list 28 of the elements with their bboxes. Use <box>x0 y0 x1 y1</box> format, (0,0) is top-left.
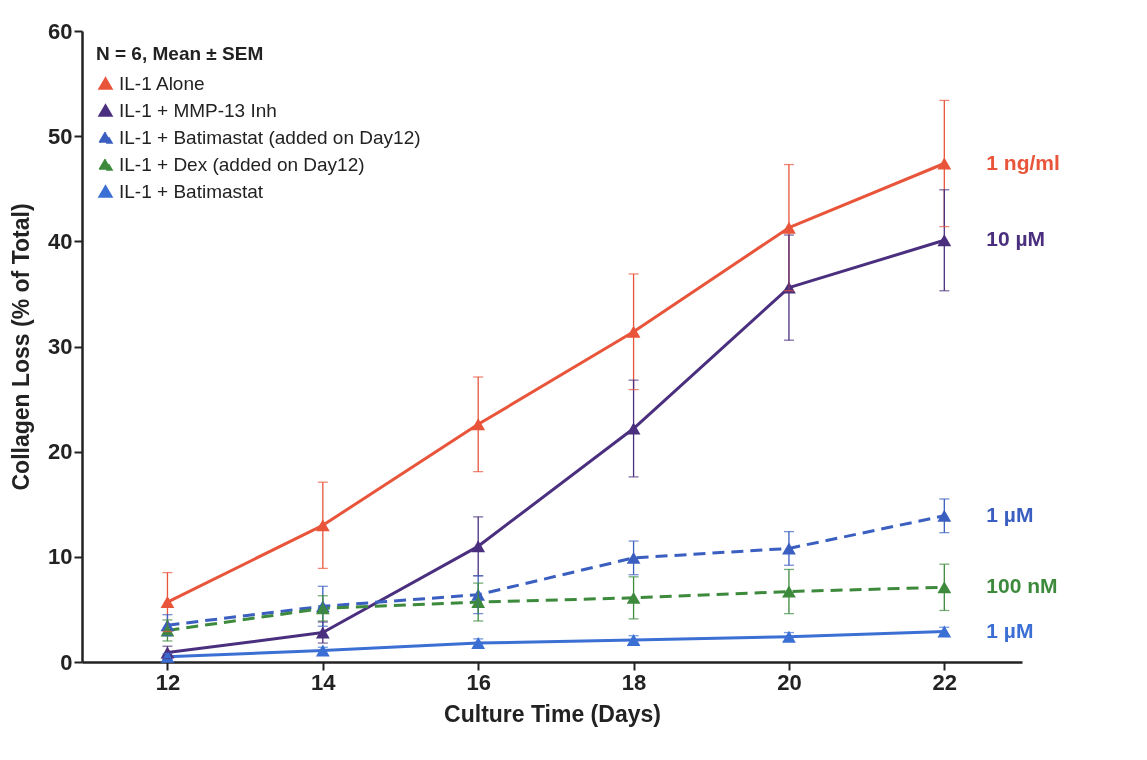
legend-title: N = 6, Mean ± SEM <box>96 43 264 64</box>
legend-label: IL-1 + Batimastat (added on Day12) <box>119 126 421 148</box>
x-tick-label: 16 <box>466 669 491 695</box>
x-tick-label: 12 <box>155 669 181 695</box>
x-tick-label: 20 <box>777 669 802 695</box>
legend-label: IL-1 + Batimastat <box>119 180 264 202</box>
y-tick-label: 50 <box>48 123 73 149</box>
y-axis-title: Collagen Loss (% of Total) <box>8 203 35 491</box>
legend-label: IL-1 + Dex (added on Day12) <box>119 153 365 175</box>
y-tick-label: 0 <box>60 649 73 675</box>
point <box>315 626 330 639</box>
y-tick-label: 20 <box>48 439 73 465</box>
x-tick-label: 18 <box>621 669 647 695</box>
annotation: 10 µM <box>986 227 1046 251</box>
legend-label: IL-1 Alone <box>119 72 205 94</box>
x-tick-label: 22 <box>932 669 958 695</box>
y-tick-label: 60 <box>48 18 73 44</box>
x-axis-title: Culture Time (Days) <box>444 700 661 727</box>
y-tick-label: 10 <box>48 544 73 570</box>
annotation: 100 nM <box>986 574 1058 598</box>
annotation: 1 µM <box>986 502 1034 526</box>
annotation: 1 ng/ml <box>986 150 1060 174</box>
x-tick-label: 14 <box>311 669 337 695</box>
y-tick-label: 40 <box>48 228 73 254</box>
annotation: 1 µM <box>986 618 1034 642</box>
y-tick-label: 30 <box>48 334 73 359</box>
point <box>626 325 641 338</box>
legend-label: IL-1 + MMP-13 Inh <box>119 99 277 121</box>
